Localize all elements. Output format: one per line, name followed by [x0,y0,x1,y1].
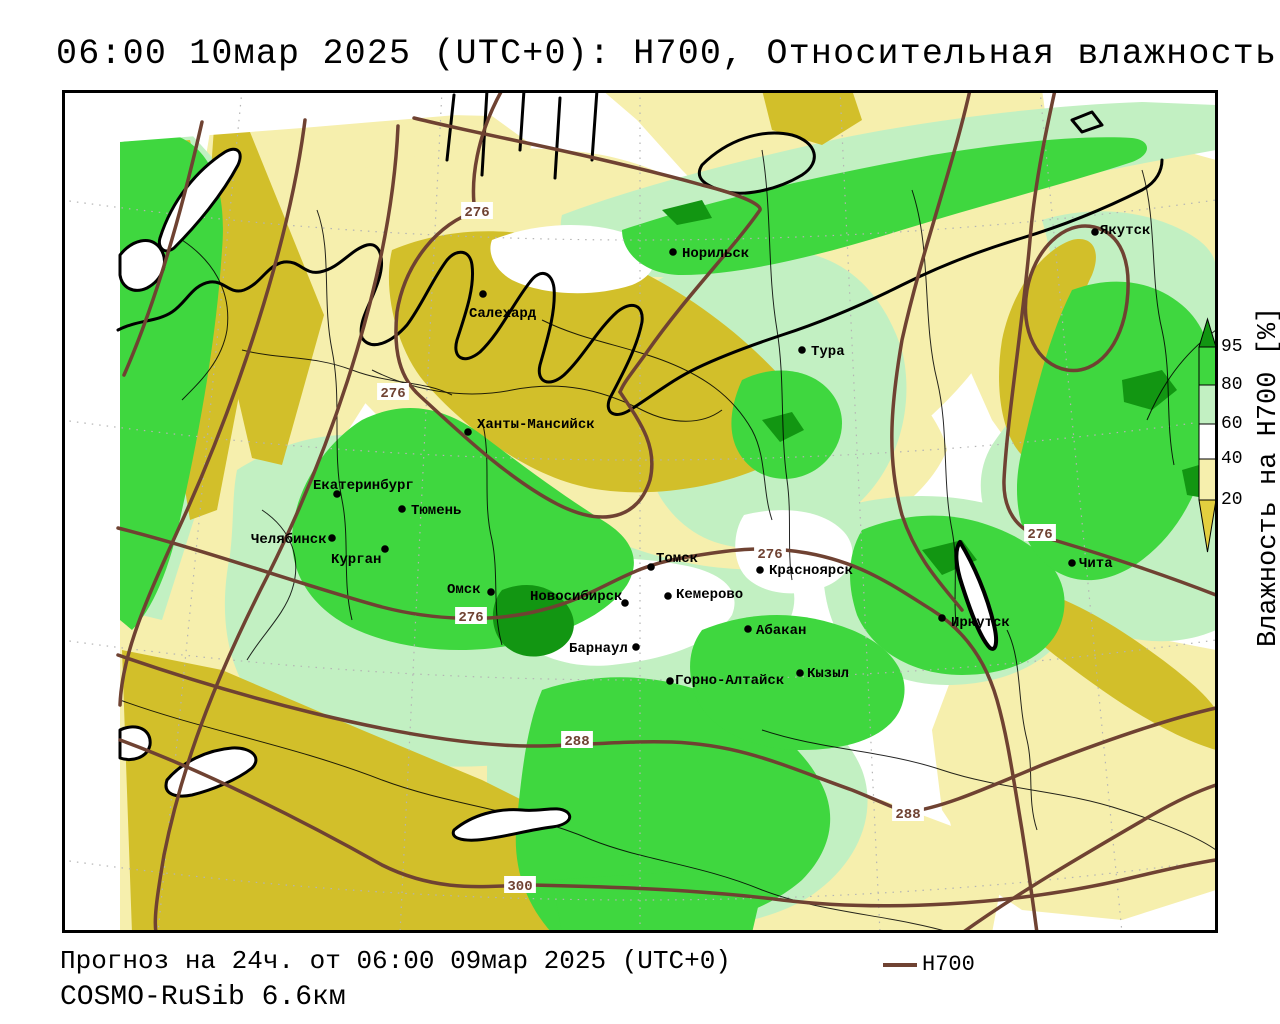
colorbar-arrow-down [1198,499,1217,553]
city-dot [464,428,472,436]
colorbar-tick-value: 60 [1221,414,1243,434]
contour-label-box [892,804,924,821]
h700-contour-lines [116,90,1218,933]
city-dot [1068,559,1076,567]
colorbar-tick-value: 40 [1221,449,1243,469]
contour-label: 288 [895,807,920,823]
contour-label-box [754,544,786,561]
city-label: Екатеринбург [313,478,414,494]
city-label: Горно-Алтайск [675,673,784,689]
city-label: Абакан [756,623,806,639]
city-dot [479,290,487,298]
city-label: Томск [656,551,698,567]
city-label: Новосибирск [530,589,622,605]
city-label: Челябинск [251,532,327,548]
colorbar-tick-value: 20 [1221,490,1243,510]
h700-line-sample [883,962,917,967]
contour-label-box [377,383,409,400]
contour-label-box [461,202,493,219]
city-label: Иркутск [951,615,1010,631]
colorbar-axis-label: Влажность на H700 [%] [1254,306,1280,647]
contour-label-box [455,607,487,624]
city-dot [328,534,336,542]
contour-label: 288 [564,734,589,750]
model-info-text: COSMO-RuSib 6.6км [60,982,346,1013]
city-dot [621,599,629,607]
colorbar-tick-value: 95 [1221,337,1243,357]
arctic-island [1070,110,1104,134]
city-dot [333,490,341,498]
city-dot [664,592,672,600]
arctic-coastline [116,158,1164,416]
city-dot [647,563,655,571]
lake-zaysan [451,807,572,842]
city-label: Кемерово [676,587,743,603]
lake-baikal [954,540,999,651]
city-label: Кызыл [807,666,849,682]
contour-label-box [561,731,593,748]
city-dot [744,625,752,633]
colorbar-segment [1198,423,1217,460]
colorbar-tick-value: 80 [1221,375,1243,395]
city-dot [632,643,640,651]
city-label: Омск [447,582,481,598]
h700-line-legend: H700 [883,952,975,977]
caspian-fragment [118,725,152,761]
city-dot [1091,228,1099,236]
city-label: Тура [811,344,845,360]
contour-label-box [504,876,536,893]
forecast-info-text: Прогноз на 24ч. от 06:00 09мар 2025 (UTC… [60,946,731,976]
contour-label: 276 [380,386,405,402]
page-title: 06:00 10мар 2025 (UTC+0): H700, Относите… [56,34,1278,74]
yenisei-bay-inlet [553,96,562,180]
city-dot [798,346,806,354]
city-dot [669,248,677,256]
city-dot [398,505,406,513]
city-label: Барнаул [569,641,628,657]
city-label: Якутск [1100,223,1150,239]
contour-label: 276 [458,610,483,626]
city-label: Салехард [469,306,537,322]
colorbar-segment [1198,458,1217,501]
map-frame [62,90,1218,933]
contour-label: 300 [507,879,532,895]
humidity-field-green [120,136,1214,933]
humidity-field-dark-green [492,200,1216,657]
city-dot [381,545,389,553]
city-markers: Норильск Салехард Тура Ханты-Мансийск Екатер… [251,223,1150,689]
city-label: Тюмень [411,503,461,519]
city-dot [756,566,764,574]
colorbar-segment [1198,384,1217,425]
contour-label: 276 [757,547,782,563]
city-label: Чита [1079,556,1113,572]
city-label: Красноярск [769,563,853,579]
city-label: Норильск [682,246,749,262]
city-dot [796,669,804,677]
city-label: Ханты-Мансийск [477,417,595,433]
city-dot [938,614,946,622]
inlet [590,90,599,162]
city-dot [666,677,674,685]
contour-label: 276 [464,205,489,221]
city-label: Курган [331,552,381,568]
h700-line-label: H700 [922,952,975,977]
contour-label-box [1024,524,1056,541]
colorbar-segment [1198,346,1217,386]
contour-labels: 276 276 276 276 276 288 288 300 [377,202,1056,895]
weather-map: 276 276 276 276 276 288 288 300 Норильск Салехар… [62,90,1218,933]
city-dot [487,588,495,596]
contour-label: 276 [1027,527,1052,543]
lake-balkhash [164,746,258,798]
